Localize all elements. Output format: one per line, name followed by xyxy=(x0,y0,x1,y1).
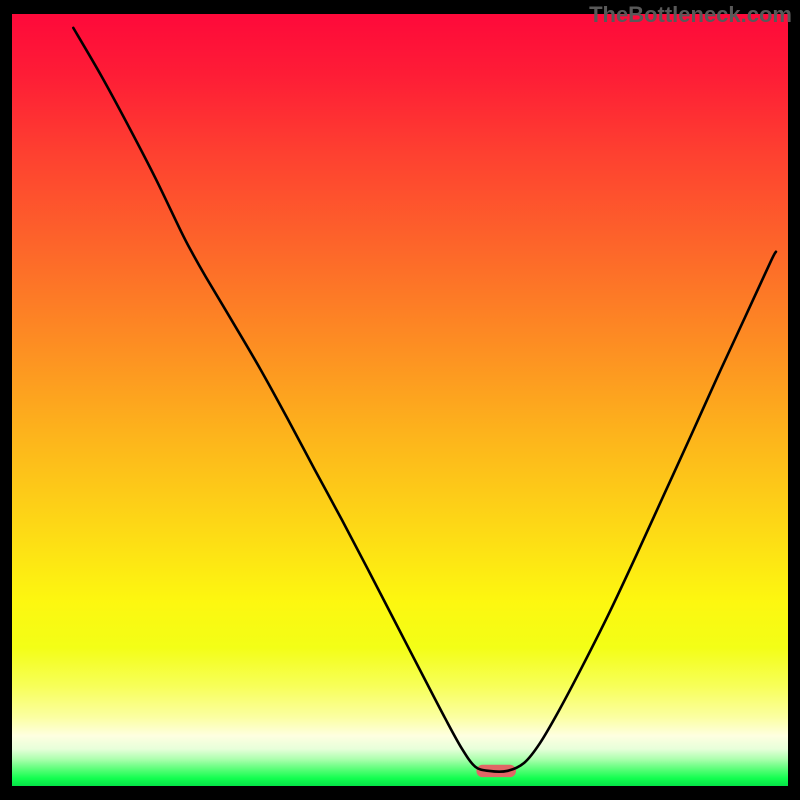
watermark-text: TheBottleneck.com xyxy=(589,2,792,28)
chart-svg xyxy=(0,0,800,800)
gradient-plot-area xyxy=(12,14,788,786)
chart-stage: TheBottleneck.com xyxy=(0,0,800,800)
